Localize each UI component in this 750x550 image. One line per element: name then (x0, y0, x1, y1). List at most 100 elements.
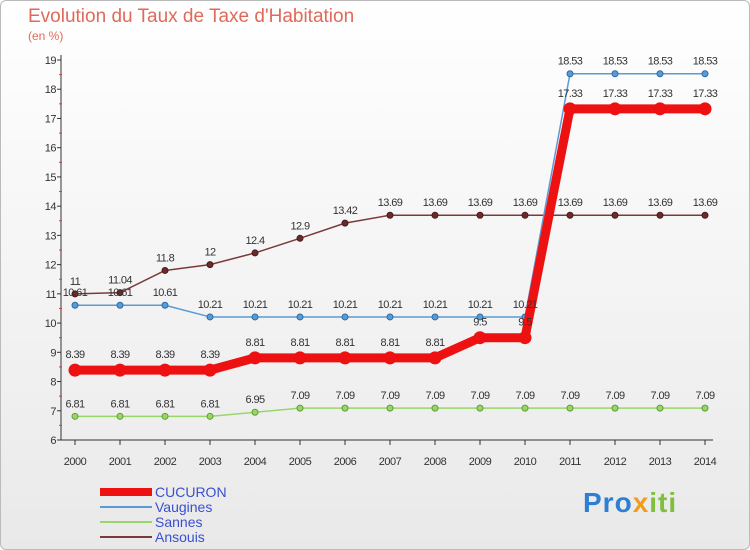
data-point-vaugines (566, 70, 574, 78)
data-point-sannes (701, 404, 709, 412)
data-label-ansouis: 12.9 (290, 220, 309, 232)
data-label-vaugines: 10.21 (513, 299, 538, 311)
data-label-sannes: 6.95 (245, 394, 264, 406)
data-label-vaugines: 10.21 (198, 299, 223, 311)
data-label-cucuron: 17.33 (603, 88, 628, 100)
x-tick-label: 2004 (244, 456, 267, 468)
data-point-ansouis (701, 211, 709, 219)
data-point-cucuron (68, 363, 82, 377)
data-point-cucuron (383, 351, 397, 365)
x-tick-label: 2001 (109, 456, 132, 468)
chart-unit-label: (en %) (28, 29, 64, 43)
data-point-ansouis (656, 211, 664, 219)
data-label-sannes: 7.09 (380, 390, 399, 402)
data-point-cucuron (473, 331, 487, 345)
data-point-sannes (431, 404, 439, 412)
data-point-cucuron (158, 363, 172, 377)
data-label-ansouis: 13.69 (558, 197, 583, 209)
data-label-ansouis: 13.69 (423, 197, 448, 209)
data-label-cucuron: 9.5 (518, 317, 532, 329)
data-point-vaugines (656, 70, 664, 78)
y-tick-label: 12 (45, 260, 57, 272)
x-tick-label: 2010 (514, 456, 537, 468)
data-label-cucuron: 17.33 (648, 88, 673, 100)
data-label-vaugines: 10.61 (108, 287, 133, 299)
data-point-vaugines (71, 301, 79, 309)
data-point-cucuron (293, 351, 307, 365)
data-label-cucuron: 9.5 (473, 317, 487, 329)
data-point-cucuron (518, 331, 532, 345)
data-label-ansouis: 13.42 (333, 205, 358, 217)
y-tick-label: 17 (45, 113, 57, 125)
data-label-cucuron: 8.39 (155, 349, 174, 361)
data-point-vaugines (701, 70, 709, 78)
data-point-sannes (521, 404, 529, 412)
legend-label-cucuron: CUCURON (155, 484, 227, 500)
data-point-cucuron (113, 363, 127, 377)
data-label-cucuron: 17.33 (558, 88, 583, 100)
x-tick-label: 2014 (694, 456, 717, 468)
data-label-sannes: 7.09 (605, 390, 624, 402)
data-point-ansouis (521, 211, 529, 219)
data-point-sannes (476, 404, 484, 412)
data-point-vaugines (116, 301, 124, 309)
data-label-vaugines: 10.61 (153, 287, 178, 299)
data-label-sannes: 6.81 (65, 398, 84, 410)
data-label-sannes: 7.09 (695, 390, 714, 402)
data-point-sannes (116, 412, 124, 420)
data-point-ansouis (296, 234, 304, 242)
data-point-sannes (206, 412, 214, 420)
data-point-sannes (386, 404, 394, 412)
data-point-cucuron (698, 102, 712, 116)
data-point-ansouis (611, 211, 619, 219)
y-tick-label: 19 (45, 55, 57, 67)
data-label-sannes: 6.81 (110, 398, 129, 410)
y-tick-label: 6 (50, 435, 56, 447)
data-label-cucuron: 8.81 (380, 337, 399, 349)
data-point-ansouis (116, 289, 124, 297)
data-point-sannes (71, 412, 79, 420)
data-label-sannes: 7.09 (335, 390, 354, 402)
data-label-ansouis: 13.69 (603, 197, 628, 209)
data-label-sannes: 7.09 (515, 390, 534, 402)
x-tick-label: 2007 (379, 456, 402, 468)
data-label-cucuron: 17.33 (693, 88, 718, 100)
data-point-vaugines (611, 70, 619, 78)
data-label-sannes: 7.09 (560, 390, 579, 402)
data-label-vaugines: 10.21 (423, 299, 448, 311)
y-tick-label: 15 (45, 172, 57, 184)
data-label-sannes: 7.09 (290, 390, 309, 402)
data-label-cucuron: 8.81 (290, 337, 309, 349)
data-point-ansouis (476, 211, 484, 219)
data-label-vaugines: 10.21 (333, 299, 358, 311)
data-label-vaugines: 10.21 (243, 299, 268, 311)
proxiti-logo: Proxiti (583, 487, 678, 518)
legend-label-ansouis: Ansouis (155, 529, 205, 545)
data-label-vaugines: 18.53 (603, 56, 628, 68)
data-point-cucuron (608, 102, 622, 116)
data-label-vaugines: 10.21 (378, 299, 403, 311)
chart-title: Evolution du Taux de Taxe d'Habitation (28, 6, 355, 27)
x-tick-label: 2006 (334, 456, 357, 468)
data-point-sannes (611, 404, 619, 412)
y-tick-label: 16 (45, 143, 57, 155)
data-label-ansouis: 13.69 (378, 197, 403, 209)
x-tick-label: 2002 (154, 456, 177, 468)
data-label-vaugines: 18.53 (648, 56, 673, 68)
data-point-sannes (251, 408, 259, 416)
series-line-cucuron (75, 104, 705, 375)
data-point-ansouis (206, 261, 214, 269)
data-label-cucuron: 8.81 (335, 337, 354, 349)
data-label-ansouis: 11.04 (108, 275, 132, 287)
data-label-cucuron: 8.39 (110, 349, 129, 361)
data-point-vaugines (206, 313, 214, 321)
data-point-cucuron (428, 351, 442, 365)
y-tick-label: 10 (45, 318, 57, 330)
data-label-ansouis: 13.69 (648, 197, 673, 209)
data-point-vaugines (251, 313, 259, 321)
data-point-ansouis (251, 249, 259, 257)
data-label-cucuron: 8.81 (245, 337, 264, 349)
y-tick-label: 8 (50, 377, 56, 389)
